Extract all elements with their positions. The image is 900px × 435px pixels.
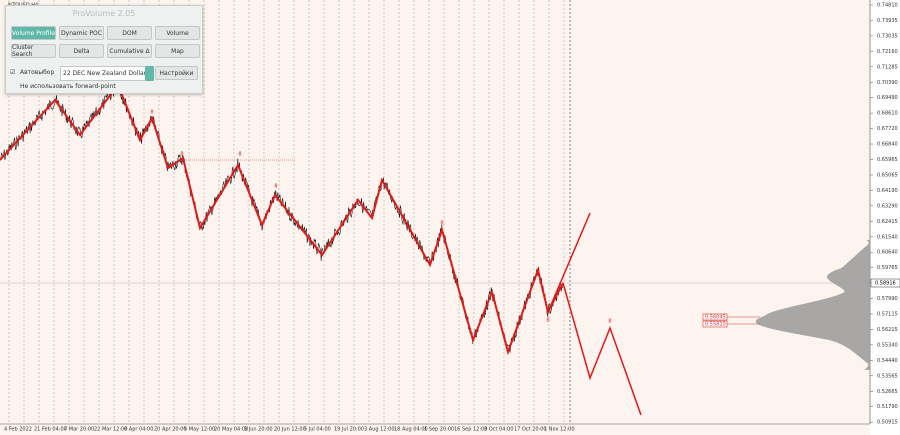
price-label: 0.67720 [877,126,898,132]
settings-button[interactable]: Настройки [155,66,198,80]
time-label: 20 May 04:00 [214,427,248,433]
tool-button-label: Dynamic POC [61,29,102,37]
price-label: 0.72160 [877,49,898,55]
price-label: 0.60640 [877,250,898,256]
time-label: 21 Feb 04:00 [34,427,67,433]
time-label: 4 Feb 2022 [4,427,32,433]
price-label: 0.61540 [877,234,898,240]
tool-button[interactable]: DOM [107,26,152,40]
time-label: 1 Nov 12:00 [544,427,575,433]
price-label: 0.52665 [877,389,898,395]
price-label: 0.57990 [877,296,898,302]
price-label: 0.64190 [877,188,898,194]
price-label: 0.73035 [877,33,898,39]
price-label: 0.69490 [877,95,898,101]
price-label: 0.71285 [877,64,898,70]
current-price-label: 0.58916 [875,281,896,287]
time-label: 18 Aug 04:00 [394,427,428,433]
price-label: 0.68610 [877,111,898,117]
tool-button[interactable]: Cluster Search [11,44,56,58]
dropdown-arrow[interactable] [145,66,154,81]
tool-button[interactable]: Volume [155,26,200,40]
price-label: 0.50915 [877,420,898,426]
time-label: 6 Apr 04:00 [124,427,153,433]
price-axis-bg [870,0,900,435]
price-label: 0.62415 [877,219,898,225]
tool-button-label: Volume Profile [12,29,55,37]
price-label: 0.57115 [877,312,898,318]
tool-button-label: Volume [166,29,189,37]
price-line [0,85,563,353]
tool-button-label: Cluster Search [12,44,34,58]
time-label: 3 Jun 20:00 [244,427,273,433]
time-label: 20 Apr 20:00 [154,427,187,433]
profile-level-label: 0.55810 [705,322,726,328]
price-label: 0.73935 [877,18,898,24]
price-label: 0.65965 [877,157,898,163]
auto-select-checkbox[interactable]: ☑ [10,69,16,76]
instrument-select[interactable]: 22 DEC New Zealand Dollar [60,66,154,81]
time-label: 7 Mar 20:00 [64,427,94,433]
time-label: 3 Aug 12:00 [364,427,395,433]
time-label: 3 Oct 04:00 [484,427,513,433]
instrument-row: ☑ Автовыбор 22 DEC New Zealand Dollar На… [10,66,198,81]
forward-point-label: Не использовать forward-point [20,83,116,90]
price-label: 0.66840 [877,142,898,148]
panel-title: ProVolume 2.05 [72,9,136,18]
time-label: 1 Sep 20:00 [424,427,454,433]
wave-label: 8 [180,152,183,158]
price-label: 0.55340 [877,342,898,348]
tool-button-label: Cumulative Δ [109,47,150,55]
volume-profile [755,240,870,370]
wave-label: 8 [440,221,443,227]
price-label: 0.63290 [877,203,898,209]
tool-button[interactable]: Map [155,44,200,58]
price-label: 0.51790 [877,404,898,410]
forecast-down [562,282,642,416]
tool-button[interactable]: Cumulative Δ [107,44,152,58]
forecast-up [547,212,591,313]
wave-label: 8 [150,110,153,116]
time-label: 20 Jun 12:00 [274,427,306,433]
tool-button[interactable]: Volume Profile [11,26,56,40]
profile-level-label: 0.56045 [705,315,726,321]
tool-button-label: Map [171,47,184,55]
tool-button-label: Delta [73,47,90,55]
wave-label: 8 [546,318,549,324]
price-label: 0.65065 [877,172,898,178]
instrument-label: 22 DEC New Zealand Dollar [63,70,147,77]
wave-label: 8 [274,184,277,190]
time-label: 5 May 12:00 [184,427,215,433]
time-label: 19 Jul 20:00 [334,427,364,433]
price-label: 0.53565 [877,373,898,379]
time-label: 16 Sep 12:00 [454,427,487,433]
wave-label: 8 [608,319,611,325]
time-label: 5 Jul 04:00 [304,427,331,433]
settings-label: Настройки [159,69,194,77]
wave-label: 8 [238,152,241,158]
current-price-box [870,278,900,288]
tool-button[interactable]: Dynamic POC [59,26,104,40]
provolume-panel: ProVolume 2.05 ☑ Автовыбор 22 DEC New Ze… [5,5,203,94]
price-label: 0.70390 [877,80,898,86]
price-label: 0.74810 [877,3,898,9]
tool-button-label: DOM [122,29,137,37]
price-label: 0.54440 [877,358,898,364]
time-label: 22 Mar 12:00 [94,427,127,433]
time-label: 17 Oct 20:00 [514,427,547,433]
auto-select-label: Автовыбор [20,69,55,76]
wave-zigzag [0,82,564,356]
price-label: 0.59765 [877,265,898,271]
tool-button[interactable]: Delta [59,44,104,58]
price-label: 0.56215 [877,327,898,333]
